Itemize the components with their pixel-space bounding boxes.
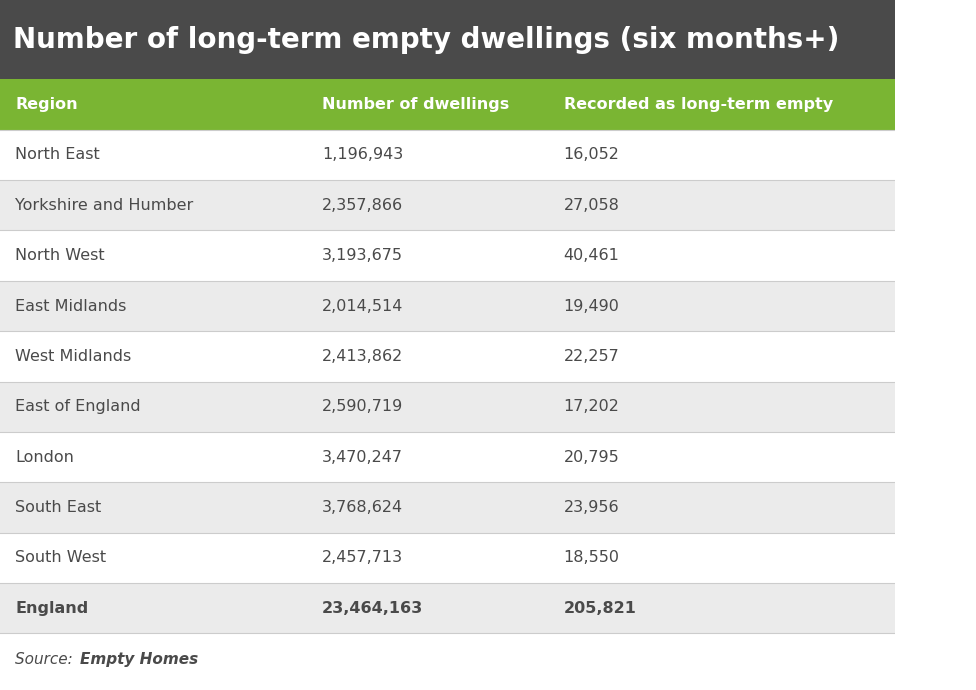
Text: 23,464,163: 23,464,163 [322,601,424,615]
Text: 22,257: 22,257 [564,349,620,364]
Text: 18,550: 18,550 [564,551,620,565]
Text: 3,193,675: 3,193,675 [322,248,403,263]
Text: 3,470,247: 3,470,247 [322,450,403,464]
Bar [0,331,895,382]
Text: Recorded as long-term empty: Recorded as long-term empty [564,97,833,112]
Text: 23,956: 23,956 [564,500,620,515]
Bar [0,0,895,79]
Text: London: London [16,450,74,464]
Text: 2,014,514: 2,014,514 [322,299,403,313]
Bar [0,382,895,432]
Text: 1,196,943: 1,196,943 [322,148,403,162]
Bar [0,230,895,281]
Text: 2,590,719: 2,590,719 [322,400,403,414]
Text: 40,461: 40,461 [564,248,620,263]
Text: East of England: East of England [16,400,141,414]
Text: South West: South West [16,551,106,565]
Bar [0,281,895,331]
Text: Number of long-term empty dwellings (six months+): Number of long-term empty dwellings (six… [14,26,839,54]
Bar [0,432,895,482]
Text: 205,821: 205,821 [564,601,636,615]
Text: Empty Homes: Empty Homes [80,652,198,667]
Text: East Midlands: East Midlands [16,299,127,313]
Text: North East: North East [16,148,100,162]
Text: 19,490: 19,490 [564,299,620,313]
Bar [0,583,895,633]
Text: Number of dwellings: Number of dwellings [322,97,509,112]
Text: South East: South East [16,500,102,515]
Bar [0,180,895,230]
Text: England: England [16,601,89,615]
Bar [0,79,895,130]
Text: 3,768,624: 3,768,624 [322,500,403,515]
Text: 2,457,713: 2,457,713 [322,551,403,565]
Text: 20,795: 20,795 [564,450,620,464]
Bar [0,533,895,583]
Text: 27,058: 27,058 [564,198,620,213]
Bar [0,130,895,180]
Text: 2,413,862: 2,413,862 [322,349,403,364]
Text: West Midlands: West Midlands [16,349,132,364]
Text: Source:: Source: [16,652,78,667]
Text: Region: Region [16,97,78,112]
Text: 16,052: 16,052 [564,148,620,162]
Text: Yorkshire and Humber: Yorkshire and Humber [16,198,193,213]
Bar [0,482,895,533]
Text: North West: North West [16,248,104,263]
Text: 2,357,866: 2,357,866 [322,198,403,213]
Text: 17,202: 17,202 [564,400,620,414]
